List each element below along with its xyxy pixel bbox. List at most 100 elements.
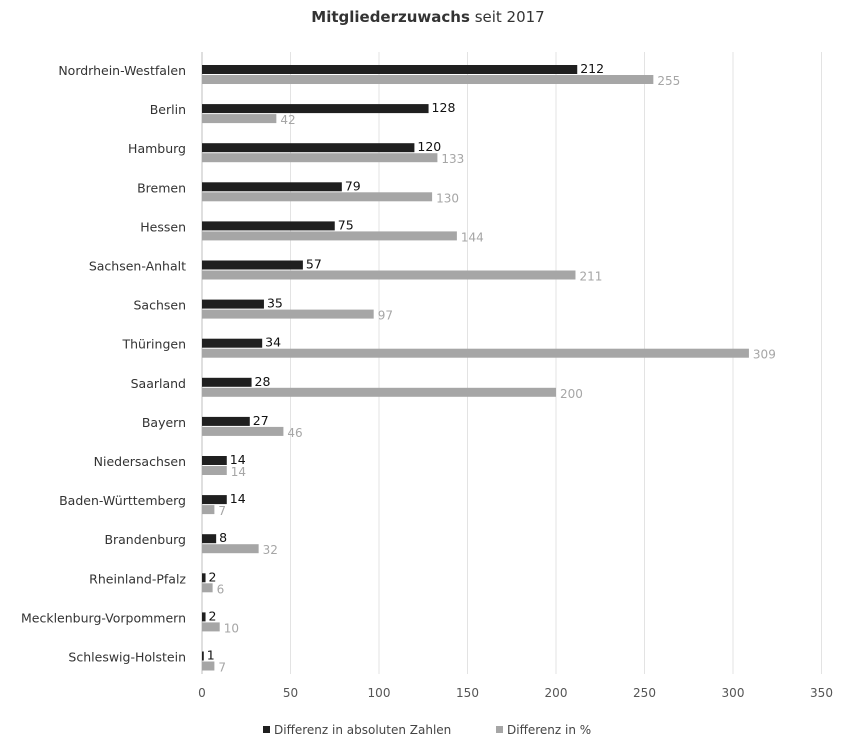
data-label-absolute: 28 [255, 374, 271, 389]
data-label-absolute: 75 [338, 217, 354, 232]
bar-absolute [202, 221, 335, 231]
data-label-percent: 14 [231, 465, 246, 479]
bar-absolute [202, 612, 206, 622]
x-tick-label: 50 [283, 686, 298, 700]
data-label-percent: 42 [280, 113, 295, 127]
data-label-absolute: 34 [265, 335, 281, 350]
bar-percent [202, 505, 215, 515]
bar-absolute [202, 65, 578, 74]
data-label-absolute: 14 [230, 452, 246, 467]
data-label-absolute: 2 [209, 608, 217, 623]
category-label: Hamburg [128, 141, 186, 156]
bar-absolute [202, 456, 227, 465]
category-label: Baden-Württemberg [59, 493, 186, 508]
data-label-absolute: 128 [432, 100, 456, 115]
category-label: Mecklenburg-Vorpommern [21, 610, 186, 625]
x-tick-label: 100 [368, 686, 391, 700]
bar-percent [202, 583, 213, 593]
bar-absolute [202, 573, 206, 583]
chart-title-bold: Mitgliederzuwachs [311, 8, 470, 26]
data-label-absolute: 2 [209, 569, 217, 584]
bar-absolute [202, 377, 252, 387]
data-label-percent: 309 [753, 348, 776, 362]
bar-absolute [202, 651, 204, 661]
bar-percent [202, 192, 433, 202]
legend-label: Differenz in % [507, 723, 591, 737]
category-labels: Nordrhein-Westfalen Berlin Hamburg Bremen He… [21, 63, 186, 665]
data-label-percent: 144 [461, 230, 484, 244]
data-label-absolute: 212 [580, 61, 604, 76]
category-label: Thüringen [121, 337, 186, 352]
bar-absolute [202, 299, 264, 309]
bar-absolute [202, 182, 342, 192]
data-label-absolute: 14 [230, 491, 246, 506]
bar-percent [202, 622, 220, 632]
data-label-absolute: 79 [345, 178, 361, 193]
legend: Differenz in absoluten Zahlen Differenz i… [263, 723, 591, 737]
category-label: Hessen [140, 219, 186, 234]
legend-swatch [263, 726, 270, 733]
legend-label: Differenz in absoluten Zahlen [274, 723, 451, 737]
bars: 2122551284212013379130751445721135973430… [202, 61, 776, 675]
legend-swatch [496, 726, 503, 733]
category-label: Rheinland-Pfalz [89, 571, 186, 586]
data-label-percent: 211 [579, 270, 602, 284]
bar-percent [202, 270, 576, 280]
data-label-percent: 200 [560, 387, 583, 401]
data-label-percent: 10 [224, 621, 239, 635]
x-tick-label: 150 [456, 686, 479, 700]
data-label-percent: 32 [263, 543, 278, 557]
data-label-absolute: 27 [253, 413, 269, 428]
category-label: Sachsen [133, 298, 186, 313]
bar-percent [202, 544, 259, 554]
data-label-percent: 6 [217, 582, 225, 596]
bar-absolute [202, 260, 303, 270]
bar-absolute [202, 104, 429, 114]
category-label: Sachsen-Anhalt [89, 259, 186, 274]
bar-percent [202, 153, 438, 163]
category-label: Bremen [137, 180, 186, 195]
bar-percent [202, 348, 749, 358]
x-tick-label: 250 [633, 686, 656, 700]
bar-percent [202, 231, 457, 241]
data-label-absolute: 1 [207, 648, 215, 663]
bar-percent [202, 114, 277, 124]
data-label-percent: 130 [436, 191, 459, 205]
data-label-absolute: 35 [267, 296, 283, 311]
x-axis-ticks: 0 50 100 150 200 250 300 350 [198, 686, 833, 700]
bar-absolute [202, 534, 217, 544]
chart-title-rest: seit 2017 [475, 8, 545, 26]
data-label-percent: 7 [218, 661, 226, 675]
bar-percent [202, 661, 215, 671]
category-label: Saarland [131, 376, 186, 391]
bar-percent [202, 387, 556, 397]
data-label-absolute: 8 [219, 530, 227, 545]
x-tick-label: 350 [810, 686, 833, 700]
x-tick-label: 0 [198, 686, 206, 700]
bar-percent [202, 75, 654, 84]
bar-absolute [202, 416, 250, 426]
bar-percent [202, 309, 374, 319]
category-label: Berlin [150, 102, 186, 117]
category-label: Schleswig-Holstein [68, 650, 186, 665]
x-tick-label: 300 [722, 686, 745, 700]
category-label: Brandenburg [104, 532, 186, 547]
bar-percent [202, 426, 284, 436]
category-label: Nordrhein-Westfalen [58, 63, 186, 78]
data-label-percent: 133 [441, 152, 464, 166]
bar-absolute [202, 143, 415, 153]
category-label: Bayern [142, 415, 186, 430]
bar-absolute [202, 495, 227, 505]
data-label-absolute: 120 [417, 139, 441, 154]
data-label-percent: 97 [378, 309, 393, 323]
category-label: Niedersachsen [94, 454, 186, 469]
data-label-percent: 46 [287, 426, 302, 440]
x-tick-label: 200 [545, 686, 568, 700]
bar-absolute [202, 338, 263, 348]
data-label-absolute: 57 [306, 257, 322, 272]
bar-percent [202, 466, 227, 475]
data-label-percent: 7 [218, 504, 226, 518]
data-label-percent: 255 [657, 74, 680, 88]
chart-title: Mitgliederzuwachs seit 2017 [311, 8, 544, 26]
